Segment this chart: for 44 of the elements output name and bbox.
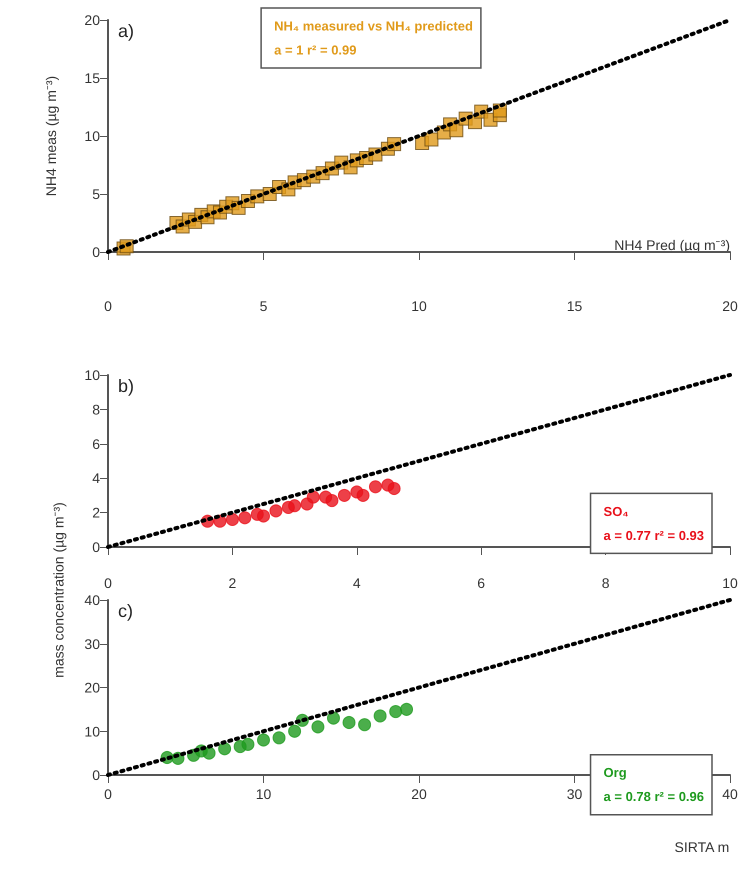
x-tick-label: 0 [104,786,112,802]
x-tick-label: 30 [566,786,582,802]
x-tick-label: 6 [477,575,486,591]
text: NH₄ measured vs NH₄ predicted [274,18,473,34]
x-tick-label: 8 [602,575,610,591]
annotation: b) [118,376,134,396]
y-tick-label: 10 [84,128,100,144]
y-axis-title: mass concentration (µg m⁻³) [50,502,68,678]
annotation: a = 0.77 r² = 0.93 [604,528,704,543]
y-tick-label: 8 [92,401,100,418]
text: SO₄ [604,504,629,519]
x-tick-label: 15 [566,298,582,314]
y-tick-label: 4 [92,470,100,486]
y-tick-label: 20 [84,12,100,28]
x-tick-label: 40 [722,786,738,802]
y-axis-title: NH4 meas (µg m⁻³) [43,76,59,196]
y-tick-label: 0 [92,767,100,783]
x-tick-label: 20 [411,786,427,802]
y-tick-label: 10 [84,723,100,740]
y-tick-label: 5 [92,186,100,202]
x-tick-label: 10 [722,575,738,591]
y-tick-label: 15 [84,70,100,86]
x-tick-label: 0 [104,575,112,591]
y-tick-label: 10 [84,367,100,383]
x-tick-label: 4 [352,575,361,591]
x-tick-label: 10 [256,786,272,802]
x-tick-label: 10 [411,298,427,314]
annotation: a = 1 r² = 0.99 [274,42,357,58]
x-axis-title: SIRTA m [674,839,730,855]
text: a = 0.78 r² = 0.96 [604,789,704,804]
y-tick-label: 2 [92,504,100,521]
y-tick-label: 0 [92,539,100,555]
x-tick-label: 5 [260,298,268,314]
x-tick-label: 2 [228,575,236,591]
y-tick-label: 0 [92,244,100,260]
y-tick-label: 6 [92,436,100,452]
annotation: a) [118,21,134,41]
y-tick-label: 20 [84,680,100,696]
y-tick-label: 30 [84,636,100,652]
y-tick-label: 40 [84,592,100,608]
x-tick-label: 20 [722,298,738,314]
x-tick-label: 0 [104,298,112,314]
annotation: c) [118,601,133,621]
text: Org [604,765,627,780]
